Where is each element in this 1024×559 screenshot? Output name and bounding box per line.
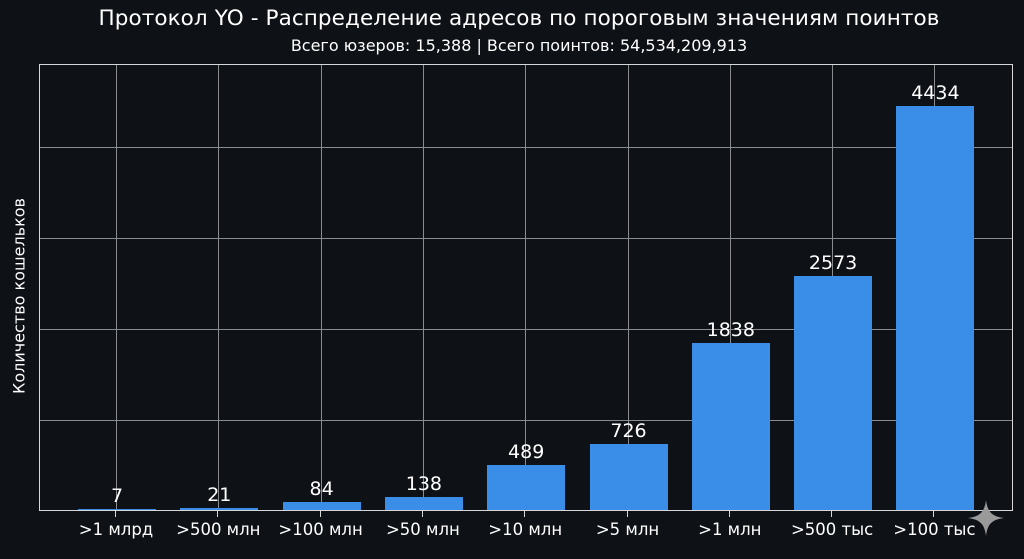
x-gridline bbox=[116, 65, 117, 510]
x-tick bbox=[728, 511, 730, 517]
bar[interactable] bbox=[794, 275, 873, 510]
x-tick-label: >500 тыс bbox=[790, 520, 874, 539]
x-tick-label: >1 млн bbox=[698, 520, 762, 539]
bar[interactable] bbox=[589, 443, 668, 510]
x-tick bbox=[831, 511, 833, 517]
x-gridline bbox=[627, 65, 629, 510]
x-tick bbox=[217, 511, 219, 517]
x-tick-label: >50 млн bbox=[385, 520, 460, 539]
bar[interactable] bbox=[691, 342, 770, 510]
bar-value-label: 138 bbox=[405, 473, 443, 496]
bar-value-label: 1838 bbox=[706, 318, 755, 341]
x-tick bbox=[626, 511, 628, 517]
x-tick-label: >100 тыс bbox=[893, 520, 976, 539]
x-tick bbox=[524, 511, 526, 517]
x-tick bbox=[319, 511, 321, 517]
x-tick-label: >10 млн bbox=[488, 520, 563, 539]
bar[interactable] bbox=[896, 106, 975, 510]
x-gridline bbox=[218, 65, 220, 510]
chart-subtitle: Всего юзеров: 15,388 | Всего поинтов: 54… bbox=[290, 36, 748, 55]
bar-value-label: 726 bbox=[610, 419, 647, 442]
bar-value-label: 21 bbox=[207, 484, 232, 507]
bar[interactable] bbox=[487, 465, 566, 510]
x-tick bbox=[421, 511, 423, 517]
x-tick-label: >500 млн bbox=[176, 520, 261, 539]
chart-title: Протокол YO - Распределение адресов по п… bbox=[98, 6, 940, 31]
bar[interactable] bbox=[282, 502, 361, 510]
x-tick bbox=[933, 511, 935, 517]
x-tick bbox=[115, 511, 116, 517]
bar[interactable] bbox=[78, 509, 156, 510]
sparkle-icon bbox=[968, 500, 1004, 536]
x-gridline bbox=[729, 65, 731, 510]
bar-value-label: 7 bbox=[110, 485, 124, 508]
x-tick-label: >5 млн bbox=[595, 520, 660, 539]
bar-value-label: 4434 bbox=[911, 82, 960, 104]
bar[interactable] bbox=[384, 497, 463, 510]
plot-area: 7 21 84 138 489 726 1838 2573 4434 bbox=[39, 64, 1013, 511]
bar-value-label: 84 bbox=[309, 478, 334, 501]
bar[interactable] bbox=[180, 508, 259, 510]
x-gridline bbox=[320, 65, 322, 510]
bar-value-label: 489 bbox=[508, 441, 545, 464]
x-tick-label: >100 млн bbox=[278, 520, 363, 539]
bar-value-label: 2573 bbox=[808, 251, 858, 274]
x-tick-label: >1 млрд bbox=[78, 520, 154, 539]
y-axis-label: Количество кошельков bbox=[9, 198, 29, 394]
x-gridline bbox=[525, 65, 527, 510]
x-gridline bbox=[422, 65, 424, 510]
